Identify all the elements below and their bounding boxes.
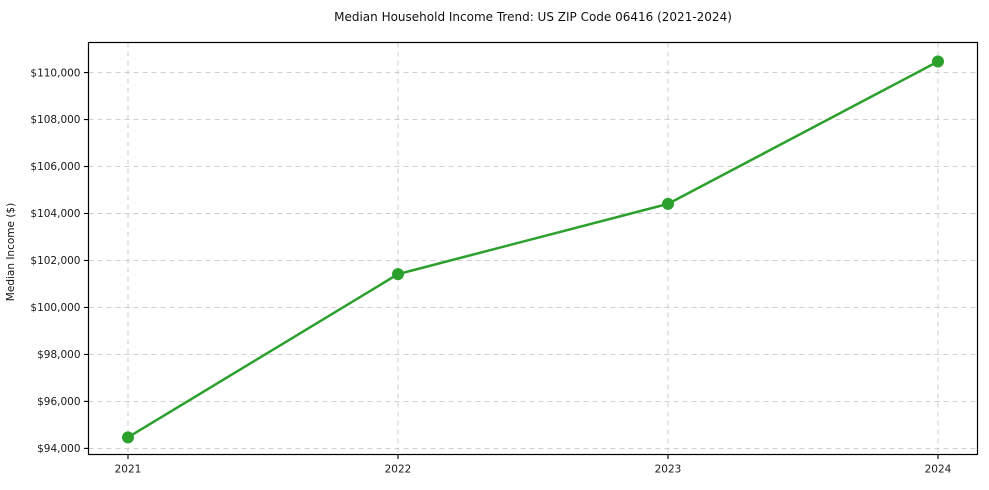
y-tick-label: $98,000 bbox=[37, 349, 80, 361]
data-point-marker bbox=[122, 431, 134, 444]
y-axis-label: Median Income ($) bbox=[5, 203, 17, 301]
y-tick-label: $110,000 bbox=[30, 67, 80, 79]
x-tick-label: 2024 bbox=[925, 464, 952, 476]
axis-ticks bbox=[84, 72, 939, 459]
chart-title: Median Household Income Trend: US ZIP Co… bbox=[334, 10, 732, 24]
trend-line bbox=[126, 60, 940, 439]
y-tick-label: $104,000 bbox=[30, 208, 80, 220]
y-tick-label: $102,000 bbox=[30, 255, 80, 267]
y-tick-label: $100,000 bbox=[30, 302, 80, 314]
y-tick-labels: $94,000 $96,000 $98,000 $100,000 $102,000 $10… bbox=[30, 67, 80, 455]
x-tick-label: 2021 bbox=[115, 464, 142, 476]
y-tick-label: $108,000 bbox=[30, 114, 80, 126]
x-tick-label: 2022 bbox=[385, 464, 412, 476]
data-point-marker bbox=[662, 197, 674, 210]
x-tick-label: 2023 bbox=[655, 464, 682, 476]
data-point-marker bbox=[932, 55, 944, 68]
x-tick-labels: 2021 2022 2023 2024 bbox=[115, 464, 952, 476]
y-tick-label: $94,000 bbox=[37, 443, 80, 455]
income-line-series bbox=[122, 55, 944, 444]
y-tick-label: $106,000 bbox=[30, 161, 80, 173]
y-tick-label: $96,000 bbox=[37, 396, 80, 408]
data-point-marker bbox=[392, 268, 404, 281]
plot-border bbox=[87, 41, 979, 456]
gridlines bbox=[88, 42, 978, 455]
